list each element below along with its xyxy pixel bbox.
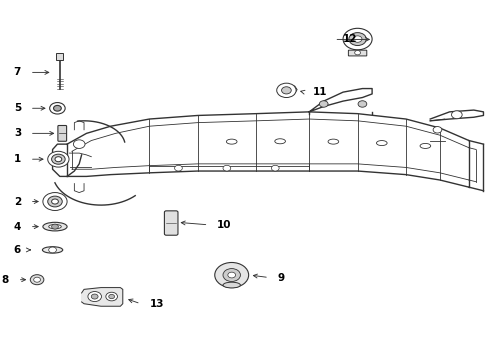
- Ellipse shape: [376, 140, 386, 145]
- Circle shape: [281, 87, 291, 94]
- Polygon shape: [280, 86, 296, 95]
- Circle shape: [357, 101, 366, 107]
- Text: 1: 1: [14, 154, 21, 164]
- Text: 2: 2: [14, 197, 21, 207]
- Circle shape: [105, 292, 117, 301]
- Text: 8: 8: [2, 275, 9, 285]
- Ellipse shape: [43, 222, 67, 231]
- Text: 7: 7: [14, 67, 21, 77]
- Text: 4: 4: [14, 222, 21, 231]
- Text: 11: 11: [312, 87, 327, 97]
- Circle shape: [223, 165, 230, 171]
- Circle shape: [48, 151, 69, 167]
- Circle shape: [276, 83, 296, 98]
- Circle shape: [52, 224, 58, 229]
- Circle shape: [53, 105, 61, 111]
- Text: 12: 12: [343, 35, 357, 44]
- Text: 9: 9: [277, 273, 284, 283]
- Circle shape: [214, 262, 248, 288]
- Polygon shape: [81, 288, 122, 306]
- Circle shape: [343, 28, 371, 50]
- Circle shape: [34, 277, 41, 282]
- Circle shape: [108, 294, 114, 299]
- Circle shape: [91, 294, 98, 299]
- Circle shape: [319, 101, 327, 107]
- Ellipse shape: [327, 139, 338, 144]
- Circle shape: [52, 199, 58, 204]
- Circle shape: [174, 165, 182, 171]
- Circle shape: [43, 193, 67, 211]
- Ellipse shape: [49, 225, 61, 229]
- Circle shape: [49, 247, 56, 253]
- Text: 10: 10: [217, 220, 231, 230]
- Text: 5: 5: [14, 103, 21, 113]
- FancyBboxPatch shape: [164, 211, 178, 235]
- Circle shape: [227, 272, 235, 278]
- FancyBboxPatch shape: [56, 53, 63, 60]
- Circle shape: [432, 127, 441, 133]
- Text: 6: 6: [14, 245, 21, 255]
- Circle shape: [354, 50, 360, 55]
- Circle shape: [450, 111, 461, 119]
- Text: 3: 3: [14, 129, 21, 138]
- Circle shape: [48, 196, 62, 207]
- Ellipse shape: [274, 139, 285, 144]
- Circle shape: [88, 292, 102, 302]
- Circle shape: [30, 275, 44, 285]
- Text: 13: 13: [149, 299, 163, 309]
- Circle shape: [55, 157, 61, 162]
- Ellipse shape: [419, 143, 430, 148]
- Circle shape: [50, 103, 65, 114]
- Circle shape: [352, 36, 361, 42]
- Circle shape: [73, 140, 85, 148]
- Circle shape: [348, 33, 366, 45]
- FancyBboxPatch shape: [347, 50, 366, 56]
- Ellipse shape: [223, 282, 240, 288]
- FancyBboxPatch shape: [58, 126, 66, 141]
- Ellipse shape: [226, 139, 237, 144]
- Circle shape: [223, 269, 240, 282]
- Circle shape: [52, 154, 65, 164]
- Ellipse shape: [42, 247, 62, 253]
- Circle shape: [271, 165, 279, 171]
